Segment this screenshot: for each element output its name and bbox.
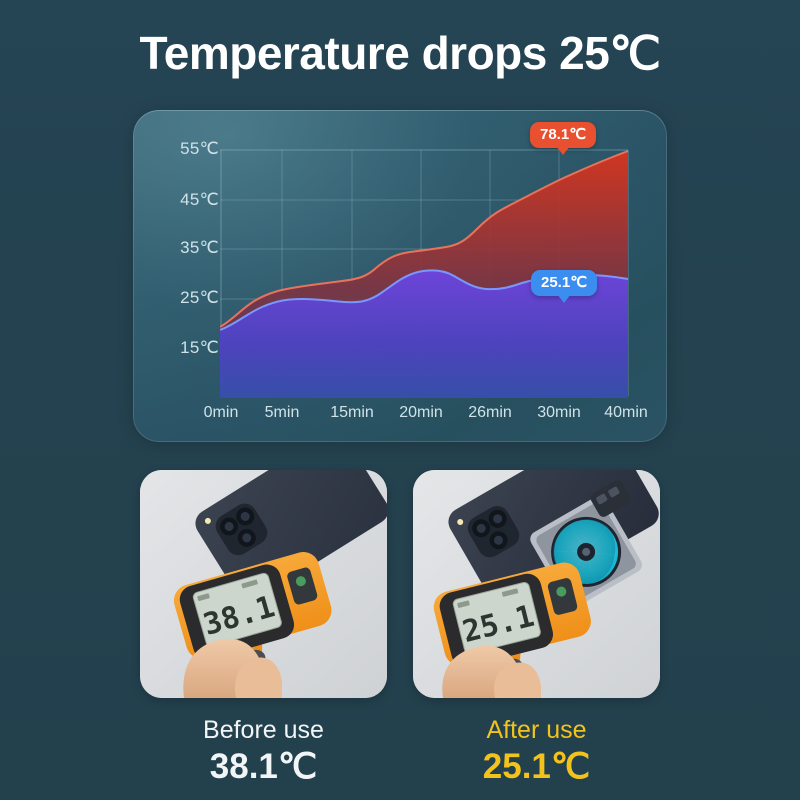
chart-plot-area: [220, 148, 630, 398]
phone-device: [448, 470, 659, 609]
before-use-photo: 38.1: [140, 470, 387, 698]
after-use-value: 25.1℃: [482, 747, 591, 786]
y-tick-45: 45℃: [180, 190, 219, 209]
after-use-caption: After use 25.1℃: [413, 714, 660, 788]
y-tick-35: 35℃: [180, 238, 219, 257]
x-tick-6: 40min: [604, 404, 648, 421]
badge-tail-icon: [556, 146, 571, 155]
x-tick-2: 15min: [330, 404, 374, 421]
chart-y-axis: 55℃ 45℃ 35℃ 25℃ 15℃: [153, 110, 219, 442]
x-tick-5: 30min: [537, 404, 581, 421]
before-use-label: Before use: [203, 716, 324, 744]
page-title: Temperature drops 25℃: [139, 27, 661, 79]
y-tick-15: 15℃: [180, 338, 219, 357]
y-tick-55: 55℃: [180, 139, 219, 158]
cool-temperature-badge: 25.1℃: [531, 270, 598, 303]
hot-temperature-badge: 78.1℃: [530, 122, 597, 155]
x-tick-1: 5min: [264, 404, 300, 421]
before-use-value: 38.1℃: [209, 747, 318, 786]
after-use-label: After use: [486, 716, 587, 744]
x-tick-0: 0min: [203, 404, 239, 421]
phone-device: [195, 470, 387, 602]
chart-x-axis: 0min 5min 15min 20min 26min 30min 40min: [204, 404, 650, 428]
x-tick-3: 20min: [399, 404, 443, 421]
x-tick-4: 26min: [468, 404, 512, 421]
hand: [442, 645, 541, 698]
hot-temperature-value: 78.1℃: [540, 126, 587, 143]
y-tick-25: 25℃: [180, 288, 219, 307]
after-use-photo: 25.1: [413, 470, 660, 698]
cool-temperature-value: 25.1℃: [541, 274, 588, 291]
before-use-caption: Before use 38.1℃: [140, 714, 387, 788]
hand: [183, 638, 282, 698]
badge-tail-icon: [557, 294, 572, 303]
